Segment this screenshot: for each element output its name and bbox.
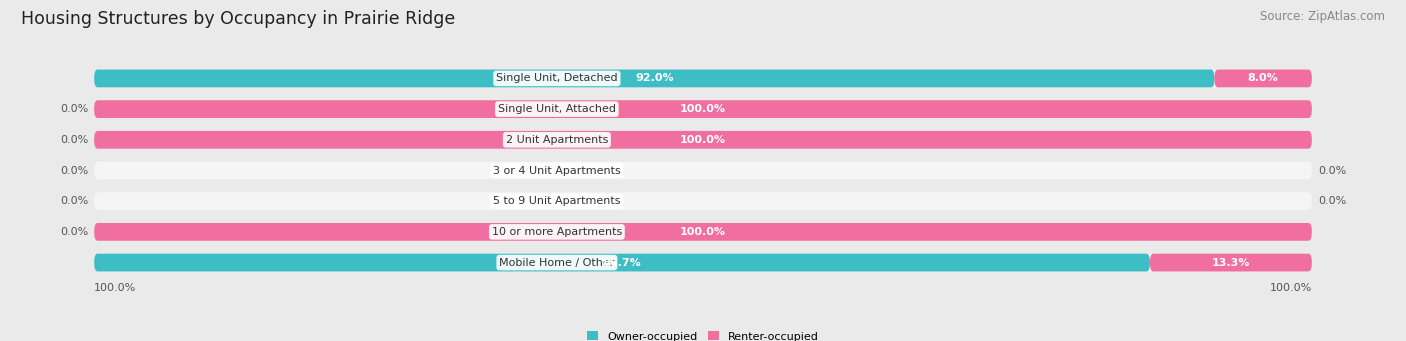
FancyBboxPatch shape: [94, 70, 1215, 87]
Text: Source: ZipAtlas.com: Source: ZipAtlas.com: [1260, 10, 1385, 23]
Text: 3 or 4 Unit Apartments: 3 or 4 Unit Apartments: [494, 165, 621, 176]
Text: 13.3%: 13.3%: [1212, 257, 1250, 268]
Text: Mobile Home / Other: Mobile Home / Other: [499, 257, 614, 268]
FancyBboxPatch shape: [1150, 254, 1312, 271]
Legend: Owner-occupied, Renter-occupied: Owner-occupied, Renter-occupied: [586, 331, 820, 341]
FancyBboxPatch shape: [94, 254, 1312, 271]
FancyBboxPatch shape: [94, 100, 1312, 118]
Text: 0.0%: 0.0%: [60, 227, 89, 237]
Text: 100.0%: 100.0%: [1270, 283, 1312, 293]
Text: 0.0%: 0.0%: [1317, 196, 1346, 206]
Text: 8.0%: 8.0%: [1247, 73, 1278, 84]
Text: 0.0%: 0.0%: [1317, 165, 1346, 176]
FancyBboxPatch shape: [94, 131, 1312, 149]
Text: 92.0%: 92.0%: [636, 73, 673, 84]
FancyBboxPatch shape: [94, 223, 1312, 241]
Text: Single Unit, Attached: Single Unit, Attached: [498, 104, 616, 114]
FancyBboxPatch shape: [94, 162, 1312, 179]
Text: 10 or more Apartments: 10 or more Apartments: [492, 227, 621, 237]
Text: 2 Unit Apartments: 2 Unit Apartments: [506, 135, 607, 145]
Text: 100.0%: 100.0%: [681, 227, 725, 237]
FancyBboxPatch shape: [94, 100, 1312, 118]
Text: 0.0%: 0.0%: [60, 196, 89, 206]
Text: 0.0%: 0.0%: [60, 135, 89, 145]
Text: Housing Structures by Occupancy in Prairie Ridge: Housing Structures by Occupancy in Prair…: [21, 10, 456, 28]
FancyBboxPatch shape: [94, 223, 1312, 241]
Text: 100.0%: 100.0%: [681, 104, 725, 114]
FancyBboxPatch shape: [94, 192, 1312, 210]
Text: 100.0%: 100.0%: [681, 135, 725, 145]
Text: 86.7%: 86.7%: [603, 257, 641, 268]
Text: 5 to 9 Unit Apartments: 5 to 9 Unit Apartments: [494, 196, 620, 206]
FancyBboxPatch shape: [94, 131, 1312, 149]
Text: 0.0%: 0.0%: [60, 104, 89, 114]
Text: Single Unit, Detached: Single Unit, Detached: [496, 73, 617, 84]
FancyBboxPatch shape: [94, 254, 1150, 271]
Text: 0.0%: 0.0%: [60, 165, 89, 176]
FancyBboxPatch shape: [94, 70, 1312, 87]
FancyBboxPatch shape: [1215, 70, 1312, 87]
Text: 100.0%: 100.0%: [94, 283, 136, 293]
